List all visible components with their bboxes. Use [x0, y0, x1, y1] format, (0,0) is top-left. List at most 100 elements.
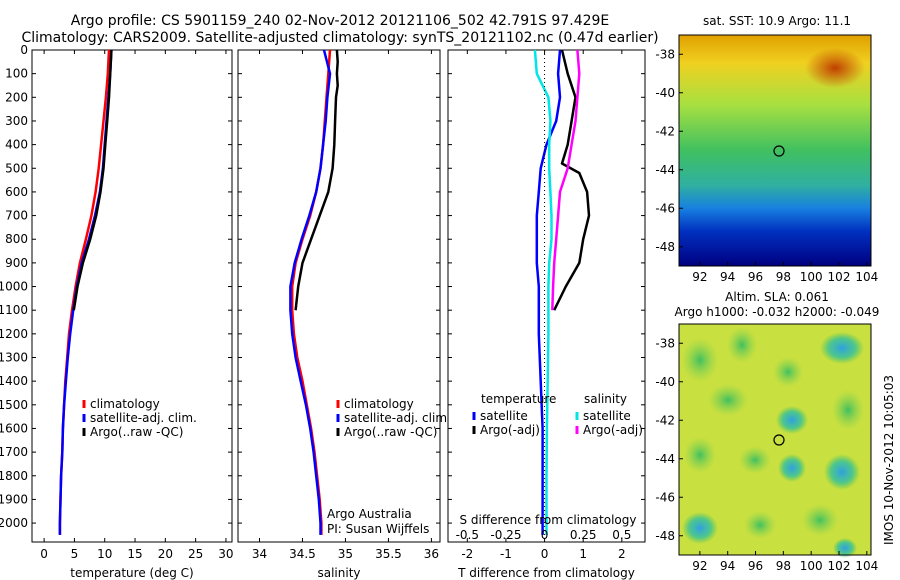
y-tick-label: 1100 — [0, 303, 28, 317]
sla-argo-location-marker — [773, 434, 785, 446]
y-tick-label: 400 — [5, 138, 28, 152]
credit-line-1: Argo Australia — [327, 507, 412, 521]
map-x-tick-label: 102 — [828, 270, 851, 284]
series-line-0 — [535, 49, 562, 535]
sst-map-frame — [678, 34, 872, 267]
series-line-2 — [294, 49, 339, 311]
y-tick-label: 800 — [5, 232, 28, 246]
map-y-tick-label: -44 — [655, 163, 675, 177]
figure-title-line1: Argo profile: CS 5901159_240 02-Nov-2012… — [71, 13, 610, 29]
x-axis-label: T difference from climatology — [457, 566, 635, 580]
x-axis-label: temperature (deg C) — [70, 566, 193, 580]
x-tick-label: 36 — [424, 547, 439, 561]
map-x-tick-label: 92 — [692, 559, 707, 573]
map-x-tick-label: 100 — [800, 559, 823, 573]
sst-map-panel: sat. SST: 10.9 Argo: 11.1 92 94 96 98 100 102… — [655, 14, 878, 284]
x-tick-label: 35.5 — [375, 547, 402, 561]
y-tick-label: 1700 — [0, 445, 28, 459]
legend-label: satellite-adj. clim. — [90, 411, 197, 425]
y-tick-label: 100 — [5, 67, 28, 81]
map-x-tick-label: 96 — [748, 559, 763, 573]
y-tick-label: 1900 — [0, 492, 28, 506]
series-line-3 — [551, 49, 581, 311]
map-x-tick-label: 94 — [720, 559, 735, 573]
map-x-tick-label: 92 — [692, 270, 707, 284]
x-tick-label: 0 — [40, 547, 48, 561]
top-axis-label: S difference from climatology — [460, 513, 637, 527]
temperature-profile-plot: 0100200300400500600700800900100011001200… — [0, 43, 234, 580]
credit-line-2: PI: Susan Wijffels — [327, 522, 429, 536]
map-y-tick-label: -38 — [655, 47, 675, 61]
figure-title-line2: Climatology: CARS2009. Satellite-adjuste… — [21, 30, 658, 46]
x-tick-label: 1 — [579, 547, 587, 561]
legend-label: satellite — [583, 409, 631, 423]
y-tick-label: 500 — [5, 161, 28, 175]
map-y-tick-label: -40 — [655, 375, 675, 389]
x-tick-label: 25 — [188, 547, 203, 561]
y-tick-label: 300 — [5, 114, 28, 128]
y-tick-label: 2000 — [0, 516, 28, 530]
y-tick-label: 1600 — [0, 421, 28, 435]
map-y-tick-label: -48 — [655, 240, 675, 254]
plot-frame — [237, 49, 441, 543]
salinity-profile-plot: 34 34.5 35 35.5 36 salinity climatologysatelli… — [237, 49, 451, 580]
legend-label: climatology — [90, 397, 160, 411]
y-tick-label: 200 — [5, 90, 28, 104]
map-x-tick-label: 102 — [828, 559, 851, 573]
imos-timestamp: IMOS 10-Nov-2012 10:05:03 — [882, 375, 896, 545]
x-tick-label: 5 — [71, 547, 79, 561]
x-tick-label: 34.5 — [289, 547, 316, 561]
sla-map-subtitle: Argo h1000: -0.032 h2000: -0.049 — [675, 305, 880, 319]
series-line-1 — [289, 49, 332, 535]
top-axis-tick-label: -0.25 — [490, 528, 521, 542]
sla-eddy-pattern — [682, 327, 864, 558]
x-tick-label: 15 — [127, 547, 142, 561]
x-tick-label: -2 — [461, 547, 473, 561]
map-x-tick-label: 98 — [776, 270, 791, 284]
legend-group-title: salinity — [584, 392, 627, 406]
y-tick-label: 600 — [5, 185, 28, 199]
legend-group-title: temperature — [481, 392, 556, 406]
map-y-tick-label: -46 — [655, 490, 675, 504]
map-x-tick-label: 94 — [720, 270, 735, 284]
map-y-tick-label: -42 — [655, 413, 675, 427]
x-tick-label: 0 — [541, 547, 549, 561]
x-tick-label: 20 — [158, 547, 173, 561]
x-tick-label: 2 — [618, 547, 626, 561]
sla-map-panel: Altim. SLA: 0.061 Argo h1000: -0.032 h20… — [655, 290, 879, 573]
sst-warm-patch — [805, 48, 865, 88]
top-axis-tick-label: -0.5 — [456, 528, 479, 542]
sla-map-frame — [678, 323, 872, 556]
x-tick-label: 35 — [338, 547, 353, 561]
y-tick-label: 700 — [5, 209, 28, 223]
y-tick-label: 1200 — [0, 327, 28, 341]
top-axis-tick-label: 0.5 — [612, 528, 631, 542]
legend-label: Argo(-adj) — [480, 423, 540, 437]
map-y-tick-label: -38 — [655, 336, 675, 350]
series-line-2 — [72, 49, 113, 311]
legend-label: Argo(-adj) — [583, 423, 643, 437]
top-axis-tick-label: 0 — [541, 528, 549, 542]
map-x-tick-label: 96 — [748, 270, 763, 284]
map-y-tick-label: -48 — [655, 529, 675, 543]
x-tick-label: 10 — [97, 547, 112, 561]
x-tick-label: -1 — [500, 547, 512, 561]
legend-label: climatology — [344, 397, 414, 411]
legend-label: Argo(..raw -QC) — [90, 425, 183, 439]
sla-map-title: Altim. SLA: 0.061 — [725, 290, 829, 304]
map-x-tick-label: 98 — [776, 559, 791, 573]
map-x-tick-label: 104 — [855, 270, 878, 284]
sst-map-title: sat. SST: 10.9 Argo: 11.1 — [703, 14, 851, 28]
y-tick-label: 1800 — [0, 469, 28, 483]
y-tick-label: 0 — [20, 43, 28, 57]
map-x-tick-label: 104 — [855, 559, 878, 573]
series-line-2 — [533, 49, 553, 535]
sst-argo-location-marker — [773, 145, 785, 157]
legend-label: Argo(..raw -QC) — [344, 425, 437, 439]
y-tick-label: 1300 — [0, 351, 28, 365]
map-x-tick-label: 100 — [800, 270, 823, 284]
legend-label: satellite-adj. clim. — [344, 411, 451, 425]
x-tick-label: 34 — [252, 547, 267, 561]
x-axis-label: salinity — [317, 566, 360, 580]
